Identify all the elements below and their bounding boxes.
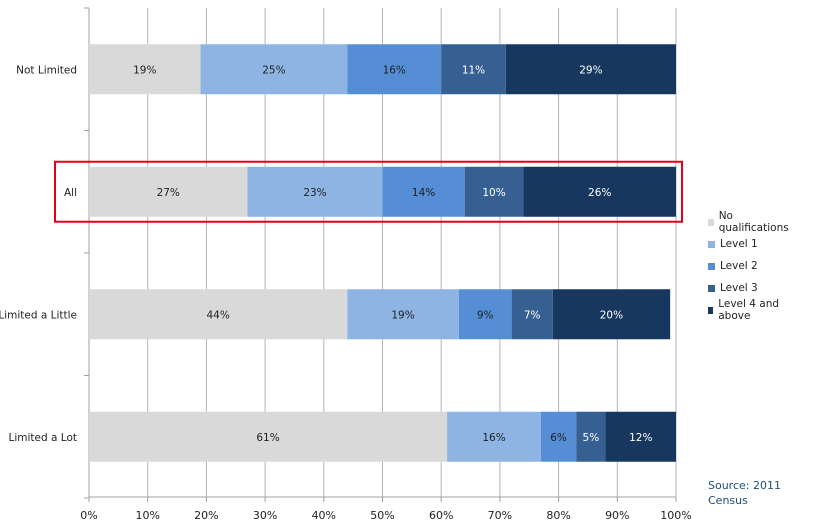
data-label: 16% xyxy=(482,432,505,444)
x-tick-label: 80% xyxy=(546,509,570,522)
bar-segment xyxy=(447,411,541,462)
bar-segment xyxy=(441,44,506,95)
bar-segment xyxy=(605,411,676,462)
bar-segment xyxy=(89,44,201,95)
data-label: 19% xyxy=(391,309,414,321)
data-label: 6% xyxy=(550,432,567,444)
bar-segment xyxy=(552,289,671,340)
bar-segment xyxy=(523,166,676,217)
highlight-box xyxy=(54,160,683,223)
bar-segment xyxy=(347,289,459,340)
legend-item: Level 3 xyxy=(708,277,790,299)
legend-swatch xyxy=(708,262,715,270)
x-tick-label: 60% xyxy=(429,509,453,522)
data-label: 10% xyxy=(482,187,505,199)
bar-segment xyxy=(505,44,676,95)
bar-segment xyxy=(89,411,448,462)
data-label: 26% xyxy=(588,187,611,199)
bar-segment xyxy=(200,44,348,95)
legend: No qualifications Level 1 Level 2 Level … xyxy=(708,210,790,322)
y-category-label: All xyxy=(64,187,77,199)
bar-segment xyxy=(458,289,512,340)
bar-segment xyxy=(89,166,248,217)
legend-item: Level 1 xyxy=(708,233,790,255)
bar-segment xyxy=(511,289,553,340)
data-label: 7% xyxy=(524,309,541,321)
legend-label: Level 4 and above xyxy=(718,298,780,322)
legend-label: No qualifications xyxy=(718,210,789,234)
x-tick-label: 90% xyxy=(605,509,629,522)
x-tick-label: 50% xyxy=(370,509,394,522)
data-label: 14% xyxy=(412,187,435,199)
bar-segment xyxy=(576,411,606,462)
x-tick-label: 40% xyxy=(312,509,336,522)
bar-segment xyxy=(540,411,577,462)
bar-segment xyxy=(89,289,348,340)
x-tick-label: 30% xyxy=(253,509,277,522)
legend-label: Level 3 xyxy=(720,282,758,294)
data-label: 29% xyxy=(579,64,602,76)
data-label: 5% xyxy=(583,432,600,444)
y-category-label: Limited a Little xyxy=(0,309,77,321)
y-category-label: Limited a Lot xyxy=(9,432,77,444)
y-category-label: Not Limited xyxy=(16,64,77,76)
legend-swatch xyxy=(708,218,714,226)
legend-swatch xyxy=(708,240,715,248)
data-label: 12% xyxy=(629,432,652,444)
x-tick-label: 10% xyxy=(135,509,159,522)
x-tick-label: 70% xyxy=(488,509,512,522)
data-label: 25% xyxy=(262,64,285,76)
x-tick-label: 100% xyxy=(660,509,691,522)
bar-segment xyxy=(347,44,442,95)
data-label: 11% xyxy=(462,64,485,76)
legend-item: Level 4 and above xyxy=(708,298,790,322)
bar-segment xyxy=(247,166,383,217)
data-label: 16% xyxy=(383,64,406,76)
legend-swatch xyxy=(708,284,715,292)
x-tick-label: 20% xyxy=(194,509,218,522)
legend-label: Level 1 xyxy=(720,238,758,250)
source-note: Source: 2011 Census xyxy=(708,479,781,507)
legend-swatch xyxy=(708,306,714,314)
data-label: 23% xyxy=(303,187,326,199)
data-label: 27% xyxy=(157,187,180,199)
data-label: 20% xyxy=(600,309,623,321)
x-tick-label: 0% xyxy=(80,509,97,522)
legend-item: Level 2 xyxy=(708,255,790,277)
bar-segment xyxy=(464,166,524,217)
legend-label: Level 2 xyxy=(720,260,758,272)
data-label: 19% xyxy=(133,64,156,76)
bar-segment xyxy=(382,166,465,217)
legend-item: No qualifications xyxy=(708,210,790,234)
data-label: 44% xyxy=(206,309,229,321)
data-label: 9% xyxy=(477,309,494,321)
data-label: 61% xyxy=(256,432,279,444)
